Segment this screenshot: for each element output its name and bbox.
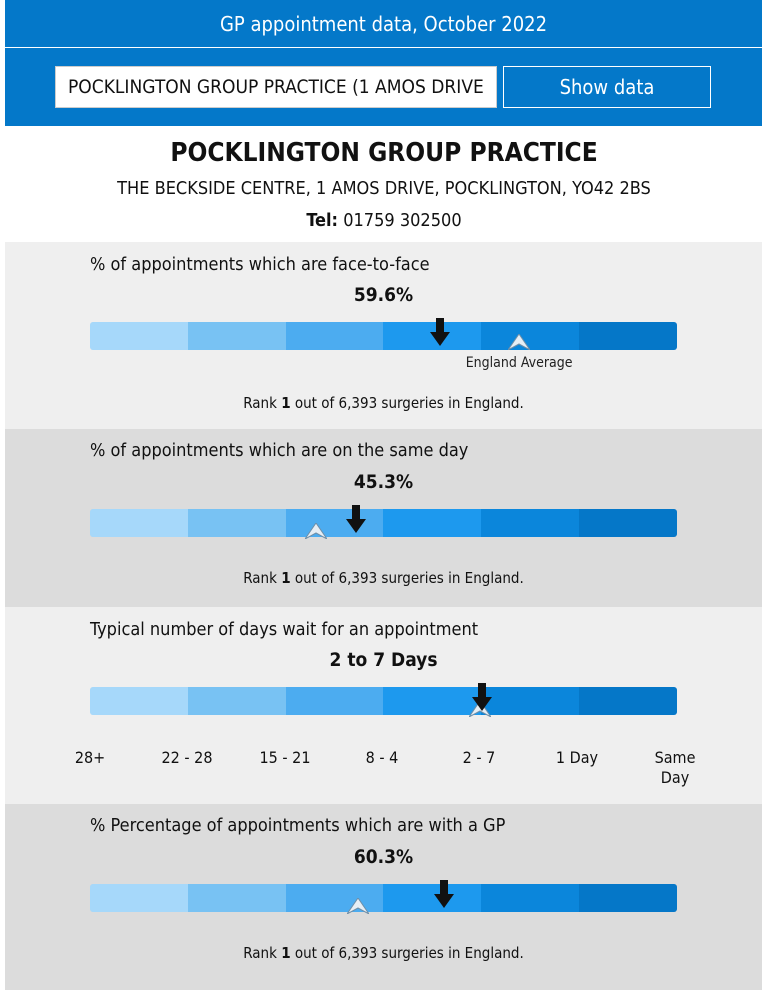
scale-label: 15 - 21: [259, 748, 311, 767]
scale-segment: [579, 884, 677, 912]
metric-days-wait: Typical number of days wait for an appoi…: [5, 607, 762, 804]
scale-segment: [481, 884, 580, 912]
practice-marker-icon: [433, 880, 454, 908]
scale-segment: [187, 322, 286, 350]
practice-header: POCKLINGTON GROUP PRACTICE THE BECKSIDE …: [0, 126, 768, 242]
scale-segment: [383, 509, 482, 537]
scale-segment: [285, 509, 384, 537]
scale-bar: [90, 509, 677, 537]
scale-segment: [383, 322, 482, 350]
scale-segment: [481, 322, 580, 350]
england-average-marker-icon: [468, 701, 491, 717]
practice-marker-icon: [471, 683, 492, 711]
scale-segment: [383, 884, 482, 912]
scale-segment: [90, 687, 188, 715]
rank-number: 1: [281, 944, 291, 962]
practice-name: POCKLINGTON GROUP PRACTICE: [170, 138, 598, 168]
rank-number: 1: [281, 569, 291, 587]
metric-title: Typical number of days wait for an appoi…: [90, 619, 479, 640]
phone-number: 01759 302500: [343, 210, 462, 231]
rank-suffix: out of 6,393 surgeries in England.: [290, 394, 524, 412]
metric-title: % of appointments which are on the same …: [90, 440, 469, 461]
scale-segment: [285, 687, 384, 715]
scale-segment: [579, 687, 677, 715]
scale-bar: [90, 322, 677, 350]
practice-marker-icon: [429, 318, 450, 346]
rank-suffix: out of 6,393 surgeries in England.: [290, 569, 524, 587]
rank-prefix: Rank: [243, 394, 282, 412]
rank-text: Rank 1 out of 6,393 surgeries in England…: [5, 569, 762, 587]
scale-label: 28+: [74, 748, 106, 767]
scale-label: 2 - 7: [462, 748, 496, 767]
practice-marker-icon: [345, 505, 366, 533]
metric-value: 60.3%: [353, 846, 414, 868]
scale-bar: [90, 884, 677, 912]
metric-same-day: % of appointments which are on the same …: [5, 429, 762, 607]
england-average-marker-icon: [304, 523, 327, 539]
practice-address: THE BECKSIDE CENTRE, 1 AMOS DRIVE, POCKL…: [117, 178, 651, 199]
scale-label: 22 - 28: [161, 748, 213, 767]
england-average-label: England Average: [465, 355, 573, 371]
metric-title: % Percentage of appointments which are w…: [90, 815, 506, 836]
england-average-marker-icon: [508, 334, 531, 350]
metric-value: 59.6%: [353, 284, 414, 306]
scale-segment: [187, 884, 286, 912]
scale-segment: [90, 322, 188, 350]
scale-segment: [187, 509, 286, 537]
scale-segment: [187, 687, 286, 715]
scale-segment: [579, 509, 677, 537]
page-title: GP appointment data, October 2022: [219, 11, 548, 36]
rank-text: Rank 1 out of 6,393 surgeries in England…: [5, 944, 762, 962]
show-data-button[interactable]: Show data: [503, 66, 711, 108]
scale-segment: [90, 884, 188, 912]
rank-number: 1: [281, 394, 291, 412]
rank-prefix: Rank: [243, 569, 282, 587]
page-header: GP appointment data, October 2022: [5, 0, 762, 47]
rank-text: Rank 1 out of 6,393 surgeries in England…: [5, 394, 762, 412]
rank-suffix: out of 6,393 surgeries in England.: [290, 944, 524, 962]
scale-segment: [481, 687, 580, 715]
metric-face-to-face: % of appointments which are face-to-face…: [5, 242, 762, 429]
practice-search-input[interactable]: [55, 66, 497, 108]
england-average-marker-icon: [346, 898, 369, 914]
metric-title: % of appointments which are face-to-face: [90, 254, 430, 275]
scale-segment: [579, 322, 677, 350]
scale-label: Same Day: [654, 748, 696, 787]
practice-phone: Tel: 01759 302500: [0, 210, 768, 231]
scale-segment: [383, 687, 482, 715]
scale-label: 8 - 4: [365, 748, 399, 767]
search-bar: Show data: [5, 48, 762, 126]
rank-prefix: Rank: [243, 944, 282, 962]
scale-segment: [285, 322, 384, 350]
metric-with-gp: % Percentage of appointments which are w…: [5, 804, 762, 990]
scale-label: 1 Day: [555, 748, 599, 767]
phone-label: Tel:: [306, 210, 339, 231]
metric-value: 2 to 7 Days: [329, 649, 438, 671]
scale-bar: [90, 687, 677, 715]
metric-value: 45.3%: [353, 471, 414, 493]
scale-segment: [481, 509, 580, 537]
scale-segment: [285, 884, 384, 912]
scale-segment: [90, 509, 188, 537]
